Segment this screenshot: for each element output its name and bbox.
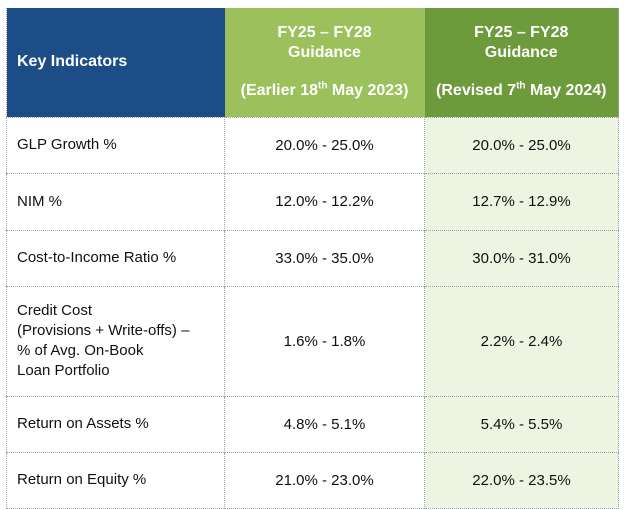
guidance-table: Key Indicators FY25 – FY28 Guidance (Ear… [6, 8, 619, 509]
credit-cost-line4: Loan Portfolio [17, 362, 110, 379]
earlier-value: 20.0% - 25.0% [224, 116, 425, 173]
earlier-value: 4.8% - 5.1% [224, 395, 425, 452]
table-row: NIM % 12.0% - 12.2% 12.7% - 12.9% [6, 172, 619, 230]
row-label-glp-growth: GLP Growth % [6, 116, 225, 173]
row-label-return-on-equity: Return on Equity % [6, 451, 225, 508]
earlier-value: 1.6% - 1.8% [224, 285, 425, 396]
credit-cost-line2: (Provisions + Write-offs) – [17, 322, 190, 339]
table-row: GLP Growth % 20.0% - 25.0% 20.0% - 25.0% [6, 116, 619, 173]
table-row: Return on Equity % 21.0% - 23.0% 22.0% -… [6, 451, 619, 508]
earlier-value: 33.0% - 35.0% [224, 229, 425, 286]
earlier-header-line2: Guidance [288, 44, 361, 62]
table-row: Credit Cost (Provisions + Write-offs) – … [6, 285, 619, 396]
credit-cost-line3: % of Avg. On-Book [17, 342, 144, 359]
revised-header-note: (Revised 7th May 2024) [436, 80, 607, 100]
key-indicators-header: Key Indicators [6, 8, 225, 117]
revised-header-line2: Guidance [484, 44, 558, 62]
table-row: Cost-to-Income Ratio % 33.0% - 35.0% 30.… [6, 229, 619, 286]
revised-value: 5.4% - 5.5% [424, 395, 619, 452]
earlier-header-line1: FY25 – FY28 [277, 24, 372, 42]
row-label-cost-to-income: Cost-to-Income Ratio % [6, 229, 225, 286]
revised-guidance-header: FY25 – FY28 Guidance (Revised 7th May 20… [424, 8, 619, 117]
revised-value: 2.2% - 2.4% [424, 285, 619, 396]
revised-value: 30.0% - 31.0% [424, 229, 619, 286]
row-label-credit-cost: Credit Cost (Provisions + Write-offs) – … [6, 285, 225, 396]
row-label-nim: NIM % [6, 172, 225, 230]
header-row: Key Indicators FY25 – FY28 Guidance (Ear… [6, 8, 619, 117]
revised-value: 20.0% - 25.0% [424, 116, 619, 173]
earlier-header-note: (Earlier 18th May 2023) [240, 80, 409, 100]
revised-value: 22.0% - 23.5% [424, 451, 619, 508]
revised-header-line1: FY25 – FY28 [474, 24, 569, 42]
credit-cost-line1: Credit Cost [17, 302, 93, 319]
earlier-value: 21.0% - 23.0% [224, 451, 425, 508]
revised-value: 12.7% - 12.9% [424, 172, 619, 230]
earlier-guidance-header: FY25 – FY28 Guidance (Earlier 18th May 2… [224, 8, 425, 117]
row-label-return-on-assets: Return on Assets % [6, 395, 225, 452]
table-row: Return on Assets % 4.8% - 5.1% 5.4% - 5.… [6, 395, 619, 452]
earlier-value: 12.0% - 12.2% [224, 172, 425, 230]
